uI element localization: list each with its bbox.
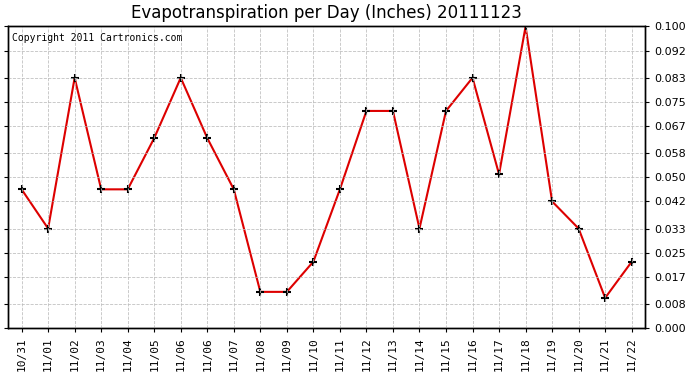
Text: Copyright 2011 Cartronics.com: Copyright 2011 Cartronics.com bbox=[12, 33, 182, 42]
Title: Evapotranspiration per Day (Inches) 20111123: Evapotranspiration per Day (Inches) 2011… bbox=[131, 4, 522, 22]
